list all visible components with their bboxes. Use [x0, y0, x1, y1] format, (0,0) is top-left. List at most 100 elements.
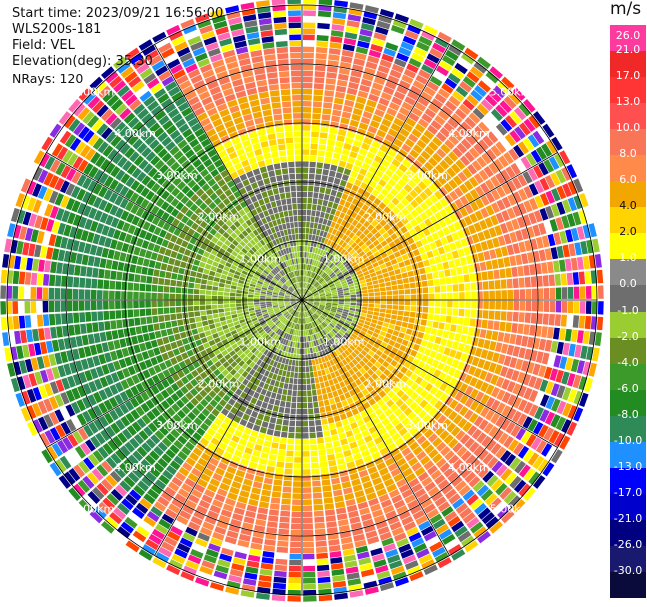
velocity-gate	[78, 347, 86, 359]
velocity-gate	[325, 334, 331, 341]
velocity-gate	[218, 287, 225, 292]
velocity-gate	[591, 301, 598, 315]
velocity-gate	[288, 577, 301, 584]
velocity-gate	[335, 363, 341, 370]
velocity-gate	[278, 356, 283, 363]
velocity-gate	[517, 413, 528, 426]
velocity-gate	[89, 244, 98, 256]
velocity-gate	[121, 242, 130, 253]
velocity-gate	[253, 356, 259, 364]
velocity-gate	[107, 439, 119, 452]
velocity-gate	[382, 360, 390, 368]
velocity-gate	[179, 331, 187, 339]
velocity-gate	[270, 392, 277, 399]
velocity-gate	[553, 355, 562, 368]
velocity-gate	[341, 418, 349, 426]
velocity-gate	[497, 258, 505, 268]
velocity-gate	[284, 303, 291, 306]
velocity-gate	[375, 255, 383, 262]
velocity-gate	[342, 311, 349, 315]
velocity-gate	[247, 297, 254, 300]
velocity-gate	[476, 484, 489, 497]
velocity-gate	[245, 408, 253, 416]
velocity-gate	[310, 278, 314, 284]
velocity-gate	[341, 542, 354, 551]
velocity-gate	[86, 323, 93, 334]
velocity-gate	[591, 285, 598, 299]
velocity-gate	[302, 487, 312, 493]
velocity-gate	[485, 260, 493, 270]
velocity-gate	[115, 241, 124, 251]
velocity-gate	[55, 379, 65, 392]
velocity-gate	[69, 226, 78, 238]
velocity-gate	[409, 189, 419, 199]
velocity-gate	[299, 306, 301, 312]
velocity-gate	[189, 421, 199, 431]
velocity-gate	[310, 272, 315, 278]
velocity-gate	[337, 321, 344, 326]
velocity-gate	[314, 216, 320, 223]
velocity-gate	[225, 381, 234, 389]
velocity-gate	[376, 149, 386, 159]
velocity-gate	[15, 392, 25, 407]
velocity-gate	[79, 277, 86, 288]
velocity-gate	[432, 42, 446, 54]
velocity-gate	[227, 492, 238, 501]
velocity-gate	[302, 396, 307, 403]
velocity-gate	[244, 447, 253, 455]
velocity-gate	[249, 548, 262, 557]
velocity-gate	[344, 222, 351, 229]
velocity-gate	[339, 328, 346, 334]
velocity-gate	[157, 285, 164, 293]
velocity-gate	[349, 203, 356, 211]
velocity-gate	[260, 388, 267, 396]
velocity-gate	[361, 449, 370, 458]
velocity-gate	[457, 171, 468, 182]
velocity-gate	[125, 540, 140, 553]
velocity-gate	[309, 161, 316, 168]
velocity-gate	[135, 394, 145, 405]
velocity-gate	[304, 270, 307, 276]
velocity-gate	[541, 143, 553, 157]
velocity-gate	[114, 394, 124, 405]
velocity-gate	[189, 355, 197, 363]
velocity-gate	[244, 330, 251, 336]
velocity-gate	[171, 476, 183, 487]
velocity-gate	[385, 281, 392, 287]
velocity-gate	[104, 237, 112, 248]
velocity-gate	[278, 337, 283, 343]
velocity-gate	[302, 294, 304, 300]
velocity-gate	[513, 442, 525, 456]
velocity-gate	[4, 347, 12, 362]
velocity-gate	[326, 361, 332, 368]
velocity-gate	[359, 84, 371, 93]
velocity-gate	[441, 300, 447, 307]
velocity-gate	[235, 388, 243, 396]
velocity-gate	[141, 380, 150, 390]
velocity-gate	[343, 424, 352, 432]
velocity-gate	[374, 108, 385, 118]
velocity-gate	[344, 322, 351, 327]
velocity-gate	[309, 167, 316, 174]
velocity-gate	[375, 223, 383, 231]
velocity-gate	[221, 255, 229, 262]
velocity-gate	[424, 266, 432, 274]
velocity-gate	[177, 370, 185, 379]
velocity-gate	[62, 437, 74, 451]
velocity-gate	[290, 529, 302, 536]
velocity-gate	[131, 374, 140, 385]
velocity-gate	[330, 321, 336, 327]
velocity-gate	[303, 565, 316, 572]
velocity-gate	[319, 249, 324, 256]
velocity-gate	[329, 272, 335, 277]
velocity-gate	[368, 339, 375, 346]
velocity-gate	[334, 370, 340, 377]
velocity-gate	[389, 69, 402, 79]
velocity-gate	[378, 427, 387, 436]
velocity-gate	[280, 510, 291, 517]
velocity-gate	[339, 266, 346, 272]
velocity-gate	[364, 524, 376, 533]
velocity-gate	[41, 449, 53, 464]
velocity-gate	[306, 372, 310, 379]
velocity-gate	[257, 315, 263, 320]
